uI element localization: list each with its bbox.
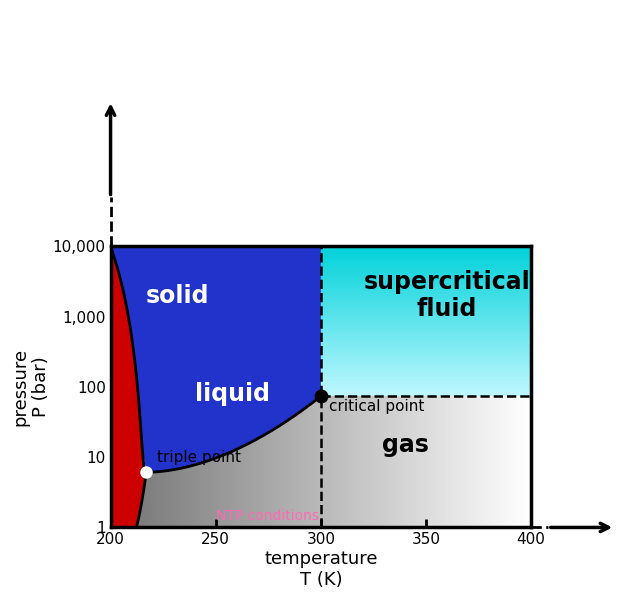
Polygon shape <box>111 247 146 564</box>
Text: solid: solid <box>146 284 210 308</box>
Text: triple point: triple point <box>157 450 241 465</box>
Text: supercritical
fluid: supercritical fluid <box>364 269 530 322</box>
X-axis label: temperature
T (K): temperature T (K) <box>264 550 378 589</box>
Text: critical point: critical point <box>329 399 425 414</box>
Text: gas: gas <box>382 433 429 457</box>
Text: liquid: liquid <box>195 382 270 406</box>
Text: NTP conditions: NTP conditions <box>216 509 319 523</box>
Y-axis label: pressure
P (bar): pressure P (bar) <box>11 348 50 426</box>
Polygon shape <box>111 247 321 472</box>
